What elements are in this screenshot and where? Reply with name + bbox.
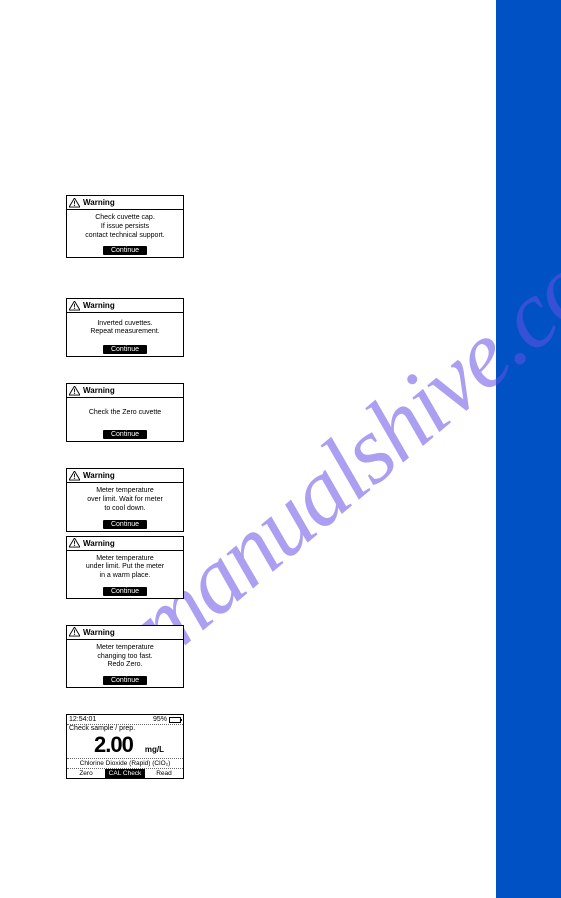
- warning-body: Check cuvette cap. If issue persists con…: [67, 210, 183, 246]
- warning-header: Warning: [67, 469, 183, 483]
- method-name: Chlorine Dioxide (Rapid) (ClO₂): [67, 758, 183, 769]
- continue-button[interactable]: Continue: [103, 345, 147, 354]
- battery-indicator: 95%: [153, 716, 181, 723]
- warning-line: Meter temperature: [69, 555, 181, 564]
- continue-button[interactable]: Continue: [103, 430, 147, 439]
- result-button-bar: Zero CAL Check Read: [67, 769, 183, 778]
- warning-header: Warning: [67, 196, 183, 210]
- measurement-value: 2.00: [94, 732, 133, 758]
- warning-box-zero-cuvette: Warning Check the Zero cuvette Continue: [66, 383, 184, 442]
- warning-line: changing too fast.: [69, 653, 181, 662]
- cal-check-button[interactable]: CAL Check: [106, 769, 145, 778]
- warning-line: under limit. Put the meter: [69, 563, 181, 572]
- continue-button[interactable]: Continue: [103, 676, 147, 685]
- warning-header: Warning: [67, 537, 183, 551]
- warning-body: Inverted cuvettes. Repeat measurement.: [67, 313, 183, 345]
- warning-line: Repeat measurement.: [69, 328, 181, 337]
- lcd-screens-container: Warning Check cuvette cap. If issue pers…: [66, 195, 184, 779]
- side-accent-bar: [496, 0, 561, 898]
- zero-button[interactable]: Zero: [67, 769, 106, 778]
- warning-icon: [69, 301, 80, 311]
- warning-label: Warning: [83, 628, 115, 637]
- warning-label: Warning: [83, 198, 115, 207]
- warning-line: to cool down.: [69, 505, 181, 514]
- warning-line: Check the Zero cuvette: [69, 409, 181, 418]
- warning-line: Inverted cuvettes.: [69, 320, 181, 329]
- button-bar: Continue: [67, 520, 183, 531]
- warning-header: Warning: [67, 384, 183, 398]
- warning-body: Check the Zero cuvette: [67, 398, 183, 430]
- warning-line: in a warm place.: [69, 572, 181, 581]
- warning-icon: [69, 471, 80, 481]
- measurement-result-box: 12:54:01 95% Check sample / prep. 2.00 m…: [66, 714, 184, 779]
- warning-icon: [69, 198, 80, 208]
- sample-status: Check sample / prep.: [67, 725, 183, 732]
- warning-label: Warning: [83, 471, 115, 480]
- continue-button[interactable]: Continue: [103, 587, 147, 596]
- warning-line: contact technical support.: [69, 232, 181, 241]
- battery-percent: 95%: [153, 716, 167, 723]
- button-bar: Continue: [67, 430, 183, 441]
- warning-box-temp-fast: Warning Meter temperature changing too f…: [66, 625, 184, 688]
- warning-line: Meter temperature: [69, 644, 181, 653]
- warning-body: Meter temperature changing too fast. Red…: [67, 640, 183, 676]
- result-status-bar: 12:54:01 95%: [67, 715, 183, 725]
- warning-icon: [69, 627, 80, 637]
- time-display: 12:54:01: [69, 716, 96, 723]
- continue-button[interactable]: Continue: [103, 520, 147, 529]
- warning-box-temp-over: Warning Meter temperature over limit. Wa…: [66, 468, 184, 531]
- warning-header: Warning: [67, 626, 183, 640]
- warning-box-inverted: Warning Inverted cuvettes. Repeat measur…: [66, 298, 184, 357]
- warning-line: Meter temperature: [69, 487, 181, 496]
- button-bar: Continue: [67, 587, 183, 598]
- warning-box-temp-under: Warning Meter temperature under limit. P…: [66, 536, 184, 599]
- value-row: 2.00 mg/L: [67, 732, 183, 758]
- warning-label: Warning: [83, 539, 115, 548]
- button-bar: Continue: [67, 345, 183, 356]
- warning-line: Check cuvette cap.: [69, 214, 181, 223]
- battery-icon: [169, 717, 181, 723]
- warning-body: Meter temperature under limit. Put the m…: [67, 551, 183, 587]
- warning-header: Warning: [67, 299, 183, 313]
- warning-icon: [69, 538, 80, 548]
- button-bar: Continue: [67, 246, 183, 257]
- warning-label: Warning: [83, 386, 115, 395]
- warning-line: over limit. Wait for meter: [69, 496, 181, 505]
- warning-body: Meter temperature over limit. Wait for m…: [67, 483, 183, 519]
- continue-button[interactable]: Continue: [103, 246, 147, 255]
- warning-label: Warning: [83, 301, 115, 310]
- warning-icon: [69, 386, 80, 396]
- measurement-unit: mg/L: [145, 745, 164, 754]
- button-bar: Continue: [67, 676, 183, 687]
- warning-box-cuvette-cap: Warning Check cuvette cap. If issue pers…: [66, 195, 184, 258]
- read-button[interactable]: Read: [145, 769, 183, 778]
- warning-line: Redo Zero.: [69, 661, 181, 670]
- warning-line: If issue persists: [69, 223, 181, 232]
